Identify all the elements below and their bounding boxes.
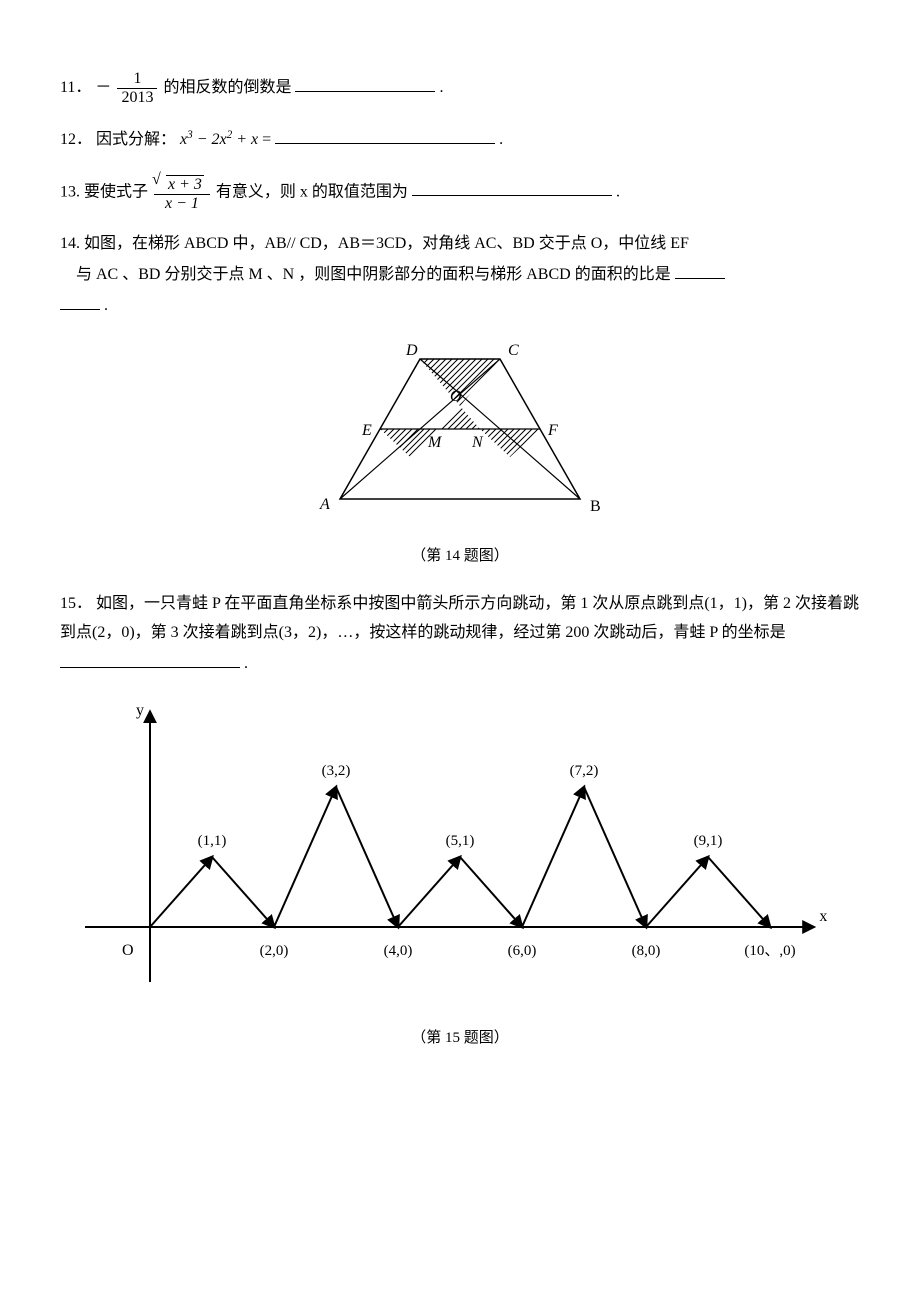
svg-text:B: B bbox=[590, 498, 601, 515]
q14-line1: 如图，在梯形 ABCD 中，AB// CD，AB＝3CD，对角线 AC、BD 交… bbox=[84, 235, 689, 252]
svg-text:M: M bbox=[427, 434, 443, 451]
problem-15: 15． 如图，一只青蛙 P 在平面直角坐标系中按图中箭头所示方向跳动，第 1 次… bbox=[60, 590, 860, 679]
figure-15: (1,1) (3,2) (5,1) (7,2) (9,1) (2,0) (4,0) (6,0)… bbox=[60, 697, 860, 1053]
problem-13: 13. 要使式子 √ x + 3 x − 1 有意义，则 x 的取值范围为 . bbox=[60, 173, 860, 212]
svg-text:(6,0): (6,0) bbox=[508, 943, 537, 959]
svg-text:E: E bbox=[361, 422, 372, 439]
svg-text:x: x bbox=[819, 908, 827, 925]
svg-text:(3,2): (3,2) bbox=[322, 763, 351, 779]
svg-text:(4,0): (4,0) bbox=[384, 943, 413, 959]
q12-blank[interactable] bbox=[275, 124, 495, 144]
q13-fraction: √ x + 3 x − 1 bbox=[154, 173, 210, 212]
q13-number: 13. bbox=[60, 183, 80, 200]
q11-negative: － bbox=[95, 79, 111, 96]
q15-period: . bbox=[244, 655, 248, 672]
q15-number: 15． bbox=[60, 595, 92, 612]
problem-11: 11． － 1 2013 的相反数的倒数是 . bbox=[60, 70, 860, 106]
q12-x2: x bbox=[220, 131, 227, 148]
svg-text:(9,1): (9,1) bbox=[694, 833, 723, 849]
q12-number: 12． bbox=[60, 131, 92, 148]
svg-text:(7,2): (7,2) bbox=[570, 763, 599, 779]
q11-text: 的相反数的倒数是 bbox=[163, 79, 291, 96]
q12-p2: 2 bbox=[227, 129, 233, 141]
q15-text: 如图，一只青蛙 P 在平面直角坐标系中按图中箭头所示方向跳动，第 1 次从原点跳… bbox=[60, 595, 859, 641]
q12-m1: − 2 bbox=[197, 131, 220, 148]
svg-text:O: O bbox=[450, 388, 462, 405]
svg-text:(10、,0): (10、,0) bbox=[744, 943, 795, 959]
q15-blank[interactable] bbox=[60, 648, 240, 668]
q14-blank2[interactable] bbox=[60, 290, 100, 310]
problem-12: 12． 因式分解： x3 − 2x2 + x = . bbox=[60, 124, 860, 155]
svg-text:(8,0): (8,0) bbox=[632, 943, 661, 959]
q13-blank[interactable] bbox=[412, 176, 612, 196]
q14-line2: 与 AC 、BD 分别交于点 M 、N ，则图中阴影部分的面积与梯形 ABCD … bbox=[60, 266, 671, 283]
svg-text:(1,1): (1,1) bbox=[198, 833, 227, 849]
svg-text:D: D bbox=[405, 342, 418, 359]
q12-x3: x bbox=[251, 131, 258, 148]
svg-text:(5,1): (5,1) bbox=[446, 833, 475, 849]
svg-text:O: O bbox=[122, 942, 134, 959]
fig15-caption: （第 15 题图） bbox=[60, 1025, 860, 1052]
trapezoid-diagram: A B C D E F M N O bbox=[310, 339, 610, 524]
svg-text:F: F bbox=[547, 422, 558, 439]
q12-label: 因式分解： bbox=[96, 131, 176, 148]
q13-period: . bbox=[616, 183, 620, 200]
svg-text:(2,0): (2,0) bbox=[260, 943, 289, 959]
q12-p3: 3 bbox=[187, 129, 193, 141]
q13-frac-den: x − 1 bbox=[154, 195, 210, 213]
q11-number: 11． bbox=[60, 79, 91, 96]
q11-frac-den: 2013 bbox=[117, 89, 157, 107]
q14-period: . bbox=[104, 297, 108, 314]
q14-blank[interactable] bbox=[675, 259, 725, 279]
frog-graph: (1,1) (3,2) (5,1) (7,2) (9,1) (2,0) (4,0) (6,0)… bbox=[70, 697, 850, 1007]
svg-text:C: C bbox=[508, 342, 519, 359]
svg-text:y: y bbox=[136, 702, 144, 719]
q13-frac-num: √ x + 3 bbox=[154, 173, 210, 195]
q11-period: . bbox=[439, 79, 443, 96]
problem-14: 14. 如图，在梯形 ABCD 中，AB// CD，AB＝3CD，对角线 AC、… bbox=[60, 230, 860, 321]
svg-text:A: A bbox=[319, 496, 330, 513]
q13-mid: 有意义，则 x 的取值范围为 bbox=[216, 183, 408, 200]
fig14-caption: （第 14 题图） bbox=[60, 543, 860, 570]
q12-period: . bbox=[499, 131, 503, 148]
q11-blank[interactable] bbox=[295, 72, 435, 92]
svg-text:N: N bbox=[471, 434, 484, 451]
q11-frac-num: 1 bbox=[117, 70, 157, 89]
q11-fraction: 1 2013 bbox=[117, 70, 157, 106]
q13-pre: 要使式子 bbox=[84, 183, 148, 200]
q12-plus: + bbox=[236, 131, 251, 148]
q12-eq: = bbox=[262, 131, 271, 148]
q14-number: 14. bbox=[60, 235, 80, 252]
figure-14: A B C D E F M N O （第 14 题图） bbox=[60, 339, 860, 570]
